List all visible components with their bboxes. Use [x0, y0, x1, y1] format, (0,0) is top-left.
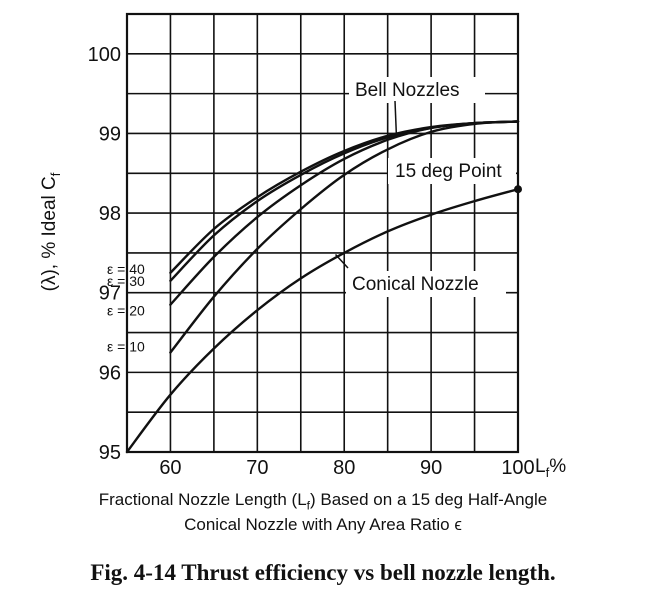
- tick-labels: 60 70 80 90 100 95 96 97 98 99 100: [88, 44, 535, 479]
- series-line-20: [169, 120, 520, 306]
- bell-nozzles-leader: [394, 100, 398, 135]
- y-tick-label: 96: [99, 362, 121, 384]
- y-tick-label: 99: [99, 123, 121, 145]
- x-tick-label: 90: [420, 457, 442, 479]
- x-axis-caption-line1: Fractional Nozzle Length (Lf) Based on a…: [98, 490, 548, 513]
- y-tick-label: 97: [99, 283, 121, 305]
- y-tick-label: 95: [99, 442, 121, 464]
- conical-nozzle-label-bg: [346, 271, 506, 297]
- conical-nozzle-label: Conical Nozzle: [352, 274, 479, 295]
- epsilon-40-label: ε = 40: [107, 261, 145, 277]
- series-line-conical-nozzle: [125, 188, 520, 454]
- y-tick-label: 100: [88, 44, 121, 66]
- bell-nozzles-label-bg: [349, 77, 485, 103]
- point-15deg-label-bg: [388, 158, 516, 184]
- thrust-efficiency-chart: 60 70 80 90 100 95 96 97 98 99 100 ε = 40 ε = 30 ε…: [39, 12, 566, 480]
- x-tick-label: 60: [159, 457, 181, 479]
- y-tick-label: 98: [99, 203, 121, 225]
- y-axis-title: (λ), % Ideal Cf: [39, 172, 63, 291]
- bell-nozzles-label: Bell Nozzles: [355, 80, 460, 101]
- point-15deg-marker: [514, 185, 522, 194]
- epsilon-20-label: ε = 20: [107, 303, 145, 319]
- x-tick-label: 100: [501, 457, 534, 479]
- series-line-10: [169, 120, 520, 354]
- x-tick-label: 70: [246, 457, 268, 479]
- plot-frame: [125, 12, 520, 454]
- epsilon-10-label: ε = 10: [107, 338, 145, 354]
- x-tick-label: 80: [333, 457, 355, 479]
- x-axis-caption-line2: Conical Nozzle with Any Area Ratio ϵ: [184, 515, 462, 534]
- x-axis-unit-label: Lf%: [535, 456, 566, 480]
- curves: [125, 120, 520, 454]
- point-15deg-label: 15 deg Point: [395, 161, 502, 182]
- epsilon-30-label: ε = 30: [107, 273, 145, 289]
- conical-nozzle-leader: [334, 253, 349, 269]
- figure-caption: Fig. 4-14 Thrust efficiency vs bell nozz…: [90, 560, 556, 585]
